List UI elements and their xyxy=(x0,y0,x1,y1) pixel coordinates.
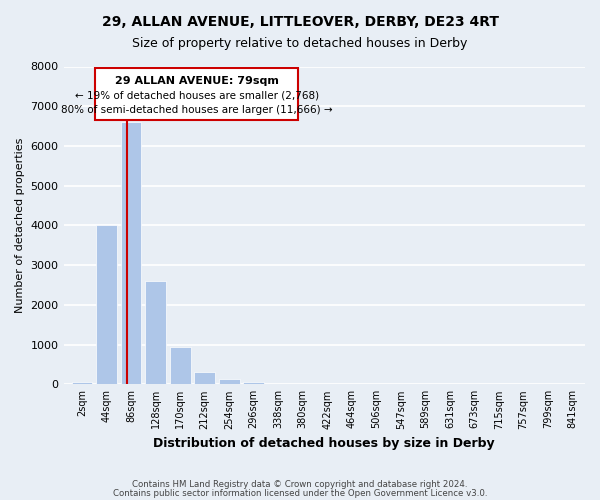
Text: Contains public sector information licensed under the Open Government Licence v3: Contains public sector information licen… xyxy=(113,488,487,498)
Bar xyxy=(243,382,264,384)
Text: 29 ALLAN AVENUE: 79sqm: 29 ALLAN AVENUE: 79sqm xyxy=(115,76,278,86)
Bar xyxy=(96,226,117,384)
Text: Contains HM Land Registry data © Crown copyright and database right 2024.: Contains HM Land Registry data © Crown c… xyxy=(132,480,468,489)
Bar xyxy=(194,372,215,384)
Bar xyxy=(170,346,191,385)
Text: 80% of semi-detached houses are larger (11,666) →: 80% of semi-detached houses are larger (… xyxy=(61,105,332,115)
Bar xyxy=(145,281,166,384)
Bar xyxy=(71,382,92,384)
Text: Size of property relative to detached houses in Derby: Size of property relative to detached ho… xyxy=(133,38,467,51)
Bar xyxy=(121,122,142,384)
Text: ← 19% of detached houses are smaller (2,768): ← 19% of detached houses are smaller (2,… xyxy=(74,90,319,101)
X-axis label: Distribution of detached houses by size in Derby: Distribution of detached houses by size … xyxy=(154,437,495,450)
Y-axis label: Number of detached properties: Number of detached properties xyxy=(15,138,25,313)
Text: 29, ALLAN AVENUE, LITTLEOVER, DERBY, DE23 4RT: 29, ALLAN AVENUE, LITTLEOVER, DERBY, DE2… xyxy=(101,15,499,29)
Bar xyxy=(219,378,239,384)
FancyBboxPatch shape xyxy=(95,68,298,120)
